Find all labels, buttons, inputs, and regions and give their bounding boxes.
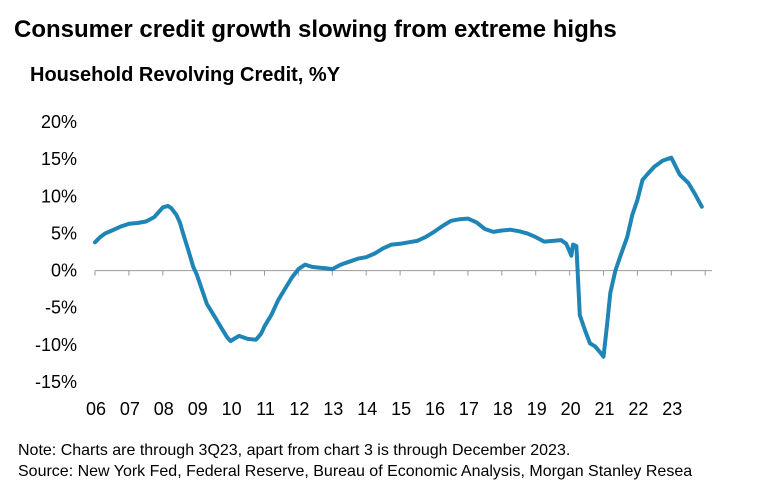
line-chart: 20% 15% 10% 5% 0% -5% -10% -15% 06 07 08 09 10 11 12 1… — [35, 112, 712, 419]
x-tick-label: 14 — [357, 399, 377, 419]
series-line — [93, 155, 704, 359]
x-tick-label: 10 — [222, 399, 242, 419]
y-tick-label: 0% — [51, 261, 77, 281]
x-tick-label: 20 — [561, 399, 581, 419]
y-axis-labels: 20% 15% 10% 5% 0% -5% -10% -15% — [35, 112, 77, 392]
x-tick-label: 18 — [493, 399, 513, 419]
x-tick-label: 17 — [459, 399, 479, 419]
x-tick-label: 21 — [595, 399, 615, 419]
x-tick-label: 15 — [391, 399, 411, 419]
x-tick-label: 08 — [154, 399, 174, 419]
x-tick-label: 23 — [662, 399, 682, 419]
x-tick-label: 16 — [425, 399, 445, 419]
x-tick-label: 11 — [256, 399, 275, 419]
x-tick-label: 13 — [323, 399, 343, 419]
y-tick-label: 15% — [41, 149, 77, 169]
x-tick-label: 12 — [289, 399, 309, 419]
x-tick-label: 06 — [86, 399, 106, 419]
page-title: Consumer credit growth slowing from extr… — [14, 16, 617, 43]
y-tick-label: 10% — [41, 186, 77, 206]
x-tick-label: 22 — [628, 399, 648, 419]
x-tick-label: 19 — [527, 399, 547, 419]
y-tick-label: -5% — [45, 298, 77, 318]
y-tick-label: -15% — [35, 372, 77, 392]
chart-note: Note: Charts are through 3Q23, apart fro… — [18, 442, 571, 459]
y-tick-label: -10% — [35, 335, 77, 355]
y-tick-label: 5% — [51, 223, 77, 243]
x-axis: 06 07 08 09 10 11 12 13 14 15 16 17 18 19 20 21 22 23 — [86, 270, 712, 419]
x-tick-label: 07 — [120, 399, 140, 419]
chart-title: Household Revolving Credit, %Y — [30, 64, 341, 86]
x-tick-label: 09 — [188, 399, 208, 419]
y-tick-label: 20% — [41, 112, 77, 132]
series-layer — [93, 155, 704, 359]
chart-source: Source: New York Fed, Federal Reserve, B… — [18, 463, 693, 480]
